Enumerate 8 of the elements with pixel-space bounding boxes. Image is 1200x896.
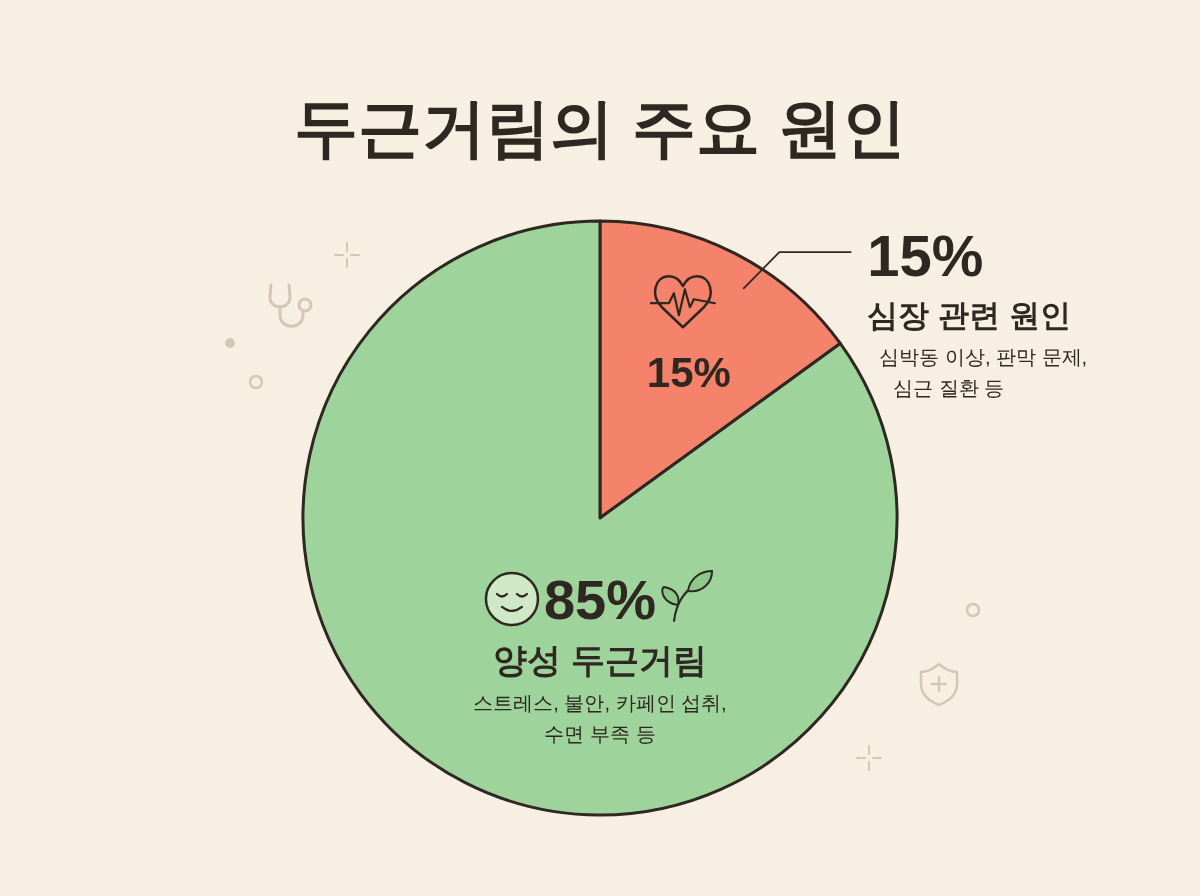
data-label: 15% (646, 349, 731, 397)
slice-label: 심장 관련 원인 (867, 298, 1071, 334)
data-label: 85% (543, 568, 657, 631)
chart-title: 두근거림의 주요 원인 (294, 92, 906, 164)
callout-value: 15% (867, 223, 984, 289)
text: 심박동 이상, 판막 문제, 심근 질환 등 (879, 346, 1088, 400)
text: 스트레스, 불안, 카페인 섭취, 수면 부족 등 (473, 691, 727, 745)
slice-label: 양성 두근거림 (493, 641, 707, 679)
